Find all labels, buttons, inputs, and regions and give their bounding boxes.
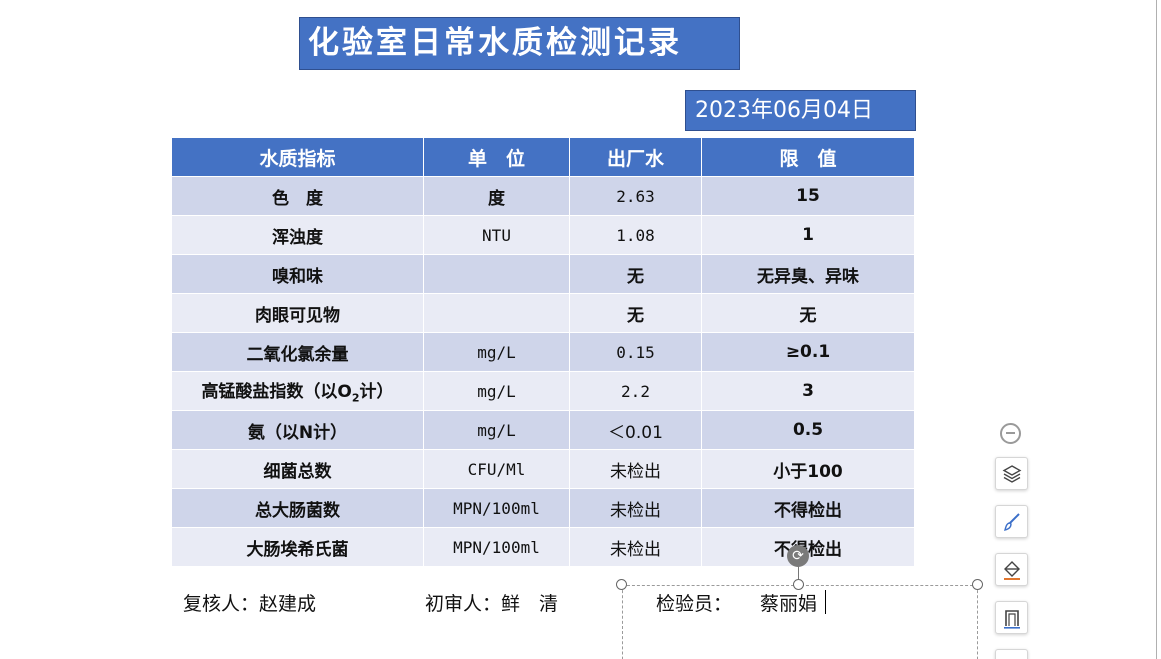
more-tools-button[interactable] xyxy=(995,649,1028,659)
inspector-label: 检验员： xyxy=(656,593,733,615)
table-row: 色 度 度 2.63 15 xyxy=(171,176,915,216)
table-row: 细菌总数 CFU/Ml 未检出 小于100 xyxy=(171,449,915,489)
cell-unit[interactable] xyxy=(423,293,570,333)
cell-limit[interactable]: 3 xyxy=(701,371,915,411)
cell-unit[interactable]: mg/L xyxy=(423,371,570,411)
cell-factory[interactable]: ＜0.01 xyxy=(569,410,702,450)
cell-unit[interactable]: mg/L xyxy=(423,410,570,450)
cell-indicator[interactable]: 肉眼可见物 xyxy=(171,293,424,333)
cell-factory[interactable]: 未检出 xyxy=(569,488,702,528)
rotate-handle-icon[interactable]: ⟳ xyxy=(787,545,809,567)
brush-button[interactable] xyxy=(995,505,1028,538)
cell-indicator[interactable]: 细菌总数 xyxy=(171,449,424,489)
table-row: 肉眼可见物 无 无 xyxy=(171,293,915,333)
brush-icon xyxy=(1004,513,1020,531)
cell-limit[interactable]: 15 xyxy=(701,176,915,216)
cell-indicator[interactable]: 高锰酸盐指数（以O2计） xyxy=(171,371,424,411)
border-button[interactable] xyxy=(995,601,1028,634)
header-factory-water[interactable]: 出厂水 xyxy=(569,137,702,177)
layers-button[interactable] xyxy=(995,457,1028,490)
cell-factory[interactable]: 0.15 xyxy=(569,332,702,372)
cell-factory[interactable]: 无 xyxy=(569,254,702,294)
cell-factory[interactable]: 2.63 xyxy=(569,176,702,216)
cell-limit[interactable]: 0.5 xyxy=(701,410,915,450)
cell-unit[interactable] xyxy=(423,254,570,294)
cell-unit[interactable]: MPN/100ml xyxy=(423,488,570,528)
cell-indicator[interactable]: 二氧化氯余量 xyxy=(171,332,424,372)
cell-limit[interactable]: 小于100 xyxy=(701,449,915,489)
cell-limit[interactable]: 无异臭、异味 xyxy=(701,254,915,294)
cell-indicator[interactable]: 色 度 xyxy=(171,176,424,216)
table-header-row: 水质指标 单 位 出厂水 限 值 xyxy=(171,137,915,177)
water-quality-table: 水质指标 单 位 出厂水 限 值 色 度 度 2.63 15 浑浊度 NTU 1… xyxy=(171,137,915,567)
text-cursor xyxy=(825,590,826,614)
cell-unit[interactable]: MPN/100ml xyxy=(423,527,570,567)
table-row: 浑浊度 NTU 1.08 1 xyxy=(171,215,915,255)
cell-limit[interactable]: 无 xyxy=(701,293,915,333)
header-unit[interactable]: 单 位 xyxy=(423,137,570,177)
table-row: 二氧化氯余量 mg/L 0.15 ≥0.1 xyxy=(171,332,915,372)
cell-limit[interactable]: 1 xyxy=(701,215,915,255)
cell-limit[interactable]: 不得检出 xyxy=(701,488,915,528)
fill-button[interactable] xyxy=(995,553,1028,586)
cell-indicator[interactable]: 嗅和味 xyxy=(171,254,424,294)
fill-icon xyxy=(1004,561,1020,580)
collapse-icon[interactable] xyxy=(1000,423,1021,444)
cell-limit[interactable]: 不得检出 xyxy=(701,527,915,567)
first-reviewer-signature[interactable]: 初审人：鲜 清 xyxy=(425,593,559,615)
cell-indicator[interactable]: 大肠埃希氏菌 xyxy=(171,527,424,567)
date-field[interactable]: 2023年06月04日 xyxy=(685,90,916,131)
cell-factory[interactable]: 未检出 xyxy=(569,527,702,567)
indicator-prefix: 高锰酸盐指数（以O xyxy=(201,382,352,403)
inspector-name[interactable]: 蔡丽娟 xyxy=(760,593,818,615)
cell-factory[interactable]: 无 xyxy=(569,293,702,333)
page-title[interactable]: 化验室日常水质检测记录 xyxy=(299,17,740,70)
border-icon xyxy=(1004,610,1020,629)
table-row: 高锰酸盐指数（以O2计） mg/L 2.2 3 xyxy=(171,371,915,411)
cell-unit[interactable]: 度 xyxy=(423,176,570,216)
indicator-subscript: 2 xyxy=(351,391,360,405)
cell-indicator[interactable]: 总大肠菌数 xyxy=(171,488,424,528)
table-row: 嗅和味 无 无异臭、异味 xyxy=(171,254,915,294)
cell-factory[interactable]: 未检出 xyxy=(569,449,702,489)
reviewer-signature[interactable]: 复核人：赵建成 xyxy=(183,593,317,615)
cell-indicator[interactable]: 氨（以N计） xyxy=(171,410,424,450)
page-edge xyxy=(1156,0,1157,659)
table-row: 氨（以N计） mg/L ＜0.01 0.5 xyxy=(171,410,915,450)
header-limit[interactable]: 限 值 xyxy=(701,137,915,177)
cell-limit[interactable]: ≥0.1 xyxy=(701,332,915,372)
table-row: 总大肠菌数 MPN/100ml 未检出 不得检出 xyxy=(171,488,915,528)
rotate-stem xyxy=(798,566,799,580)
indicator-suffix: 计） xyxy=(359,382,394,403)
cell-factory[interactable]: 2.2 xyxy=(569,371,702,411)
resize-handle[interactable] xyxy=(793,579,804,590)
cell-unit[interactable]: mg/L xyxy=(423,332,570,372)
header-indicator[interactable]: 水质指标 xyxy=(171,137,424,177)
cell-indicator[interactable]: 浑浊度 xyxy=(171,215,424,255)
resize-handle[interactable] xyxy=(972,579,983,590)
cell-factory[interactable]: 1.08 xyxy=(569,215,702,255)
layers-icon xyxy=(1002,465,1022,483)
cell-unit[interactable]: NTU xyxy=(423,215,570,255)
resize-handle[interactable] xyxy=(616,579,627,590)
cell-unit[interactable]: CFU/Ml xyxy=(423,449,570,489)
